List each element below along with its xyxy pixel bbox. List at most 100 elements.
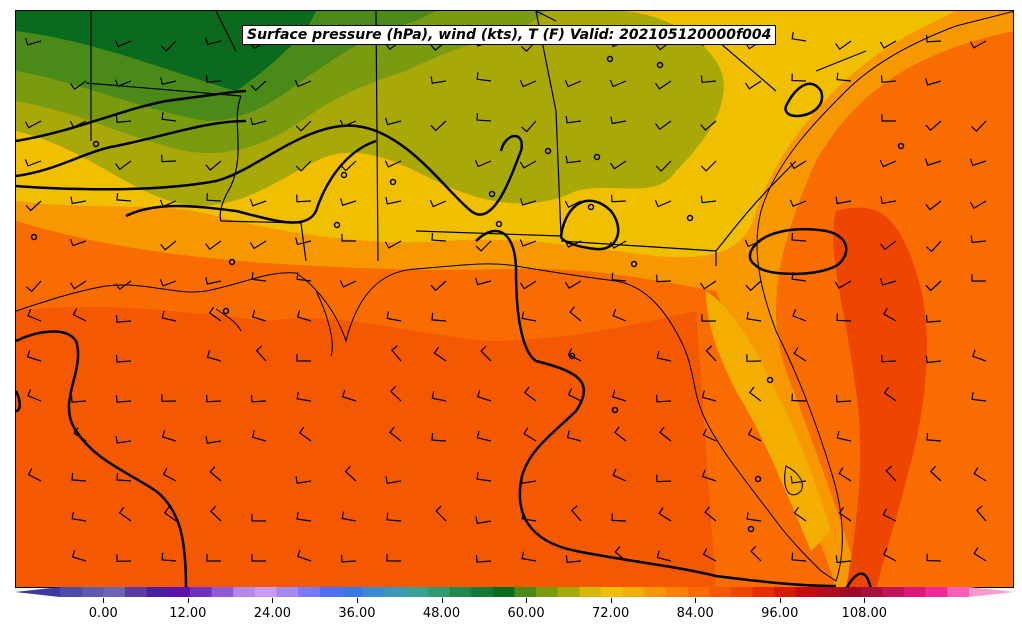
wind-barb xyxy=(791,552,807,562)
wind-barb xyxy=(924,158,942,166)
colorbar-segment xyxy=(687,587,710,597)
wind-barb xyxy=(925,200,942,211)
wind-barb xyxy=(161,430,177,442)
wind-barb xyxy=(880,278,897,286)
wind-barb xyxy=(882,508,897,522)
wind-barb xyxy=(206,350,222,362)
wind-barb xyxy=(69,238,87,247)
wind-barb xyxy=(249,240,267,250)
wind-barb xyxy=(656,394,672,403)
wind-barb xyxy=(792,309,807,322)
colorbar-segment xyxy=(579,587,602,597)
wind-barb xyxy=(161,552,177,562)
wind-barb xyxy=(161,394,177,402)
wind-barb xyxy=(925,280,942,292)
wind-barb xyxy=(745,80,762,90)
wind-barb xyxy=(115,280,132,291)
wind-barb xyxy=(570,505,582,522)
wind-barb xyxy=(614,546,627,562)
wind-barb xyxy=(569,306,582,322)
colorbar-tick-mark xyxy=(356,598,358,603)
wind-barb xyxy=(160,77,177,86)
wind-barb xyxy=(521,511,537,522)
wind-barb xyxy=(611,513,627,522)
wind-barb xyxy=(836,430,852,442)
wind-barb xyxy=(700,195,717,204)
wind-barb xyxy=(880,240,897,251)
wind-barb xyxy=(700,120,717,131)
station-circles xyxy=(30,55,905,533)
wind-barb xyxy=(972,349,987,362)
wind-barb xyxy=(27,309,42,322)
wind-barb xyxy=(297,549,312,562)
wind-barb xyxy=(612,468,627,482)
wind-barb xyxy=(251,513,267,522)
wind-barb xyxy=(251,554,266,562)
wind-barb xyxy=(480,345,492,362)
wind-barb xyxy=(69,120,87,128)
colorbar-segment xyxy=(449,587,472,597)
colorbar-tick-mark xyxy=(610,598,612,603)
wind-barb xyxy=(476,430,492,442)
wind-barb xyxy=(836,394,852,403)
wind-barb xyxy=(885,465,897,482)
wind-barb xyxy=(969,200,987,210)
wind-barb xyxy=(656,550,672,562)
wind-barb xyxy=(700,75,717,83)
wind-barb xyxy=(882,547,897,562)
colorbar-tick-label: 84.00 xyxy=(676,606,714,621)
colorbar-tick-label: 24.00 xyxy=(253,606,291,621)
colorbar xyxy=(15,587,1014,597)
wind-barb xyxy=(881,354,897,363)
wind-barb xyxy=(205,276,222,285)
wind-barb xyxy=(295,160,312,172)
wind-barb xyxy=(205,240,222,251)
wind-barb xyxy=(114,79,132,87)
colorbar-segment xyxy=(666,587,689,597)
wind-barb xyxy=(746,311,762,322)
wind-barb xyxy=(386,512,402,522)
wind-barb xyxy=(251,394,267,403)
colorbar-tick-label: 12.00 xyxy=(169,606,207,621)
wind-barb xyxy=(609,79,627,88)
wind-barb xyxy=(70,196,87,205)
colorbar-segment xyxy=(60,587,83,597)
colorbar-segment xyxy=(233,587,256,597)
wind-barb xyxy=(27,389,42,402)
colorbar-segment xyxy=(406,587,429,597)
colorbar-tick-mark xyxy=(103,598,105,603)
colorbar-tick-mark xyxy=(526,598,528,603)
colorbar-tick-label: 108.00 xyxy=(841,606,888,621)
wind-barb xyxy=(701,314,717,322)
wind-barb xyxy=(746,512,762,522)
wind-barb xyxy=(564,200,582,209)
colorbar-segment xyxy=(774,587,797,597)
wind-barb xyxy=(341,511,357,522)
wind-barb xyxy=(793,506,807,522)
wind-barb xyxy=(702,548,717,562)
wind-barb xyxy=(612,308,627,322)
colorbar-tick-label: 36.00 xyxy=(338,606,376,621)
wind-barb xyxy=(24,120,42,129)
wind-barb xyxy=(344,465,357,482)
colorbar-segment xyxy=(81,587,104,597)
wind-barb xyxy=(295,120,312,132)
wind-barb xyxy=(973,547,987,562)
wind-barb xyxy=(701,390,717,402)
colorbar-segment xyxy=(363,587,386,597)
wind-barb xyxy=(255,345,267,362)
wind-barb xyxy=(791,272,807,282)
wind-barb xyxy=(520,198,537,206)
temperature-map xyxy=(16,11,1013,587)
wind-barb xyxy=(295,476,312,484)
wind-barb xyxy=(564,79,582,88)
wind-barb xyxy=(115,354,132,363)
wind-barb xyxy=(208,306,222,322)
wind-barb xyxy=(521,551,537,562)
wind-barb xyxy=(705,345,717,362)
wind-barb xyxy=(659,426,672,442)
colorbar-segment xyxy=(860,587,883,597)
wind-barb xyxy=(341,234,356,242)
wind-barb xyxy=(925,240,942,253)
colorbar-extend-low xyxy=(15,587,60,597)
